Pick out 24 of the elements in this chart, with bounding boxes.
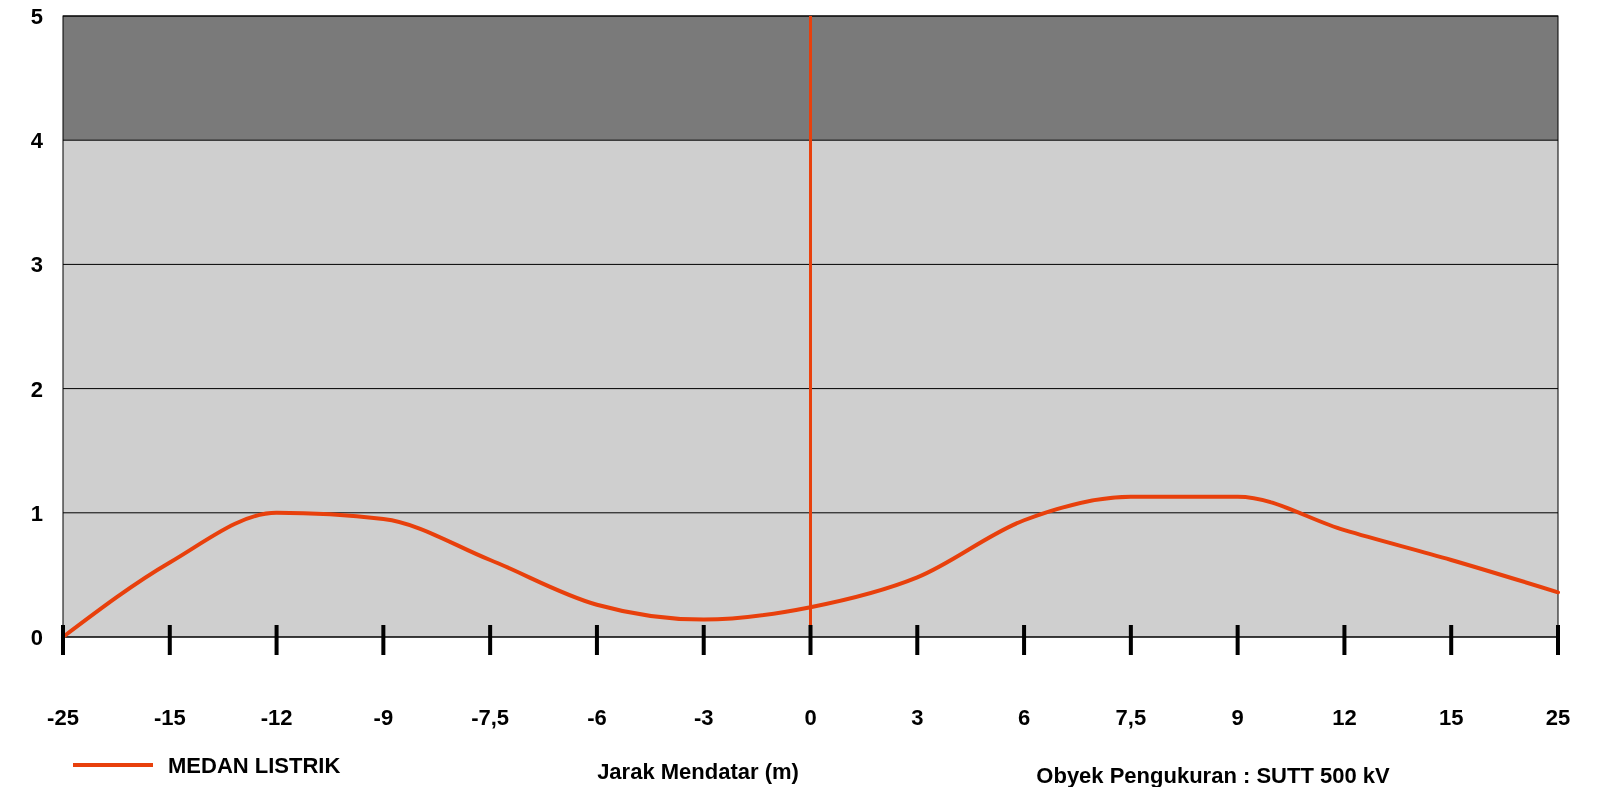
x-axis-title: Jarak Mendatar (m) — [597, 759, 799, 784]
y-tick-label: 1 — [30, 500, 43, 526]
x-tick-label: 3 — [911, 705, 924, 730]
y-tick-label: 0 — [30, 625, 43, 650]
x-tick-label: 15 — [1438, 705, 1464, 730]
x-tick-label: 7,5 — [1115, 705, 1147, 730]
legend-label: MEDAN LISTRIK — [168, 753, 341, 778]
x-tick-label: -9 — [373, 705, 394, 730]
x-tick-label: -6 — [587, 705, 607, 730]
x-tick-label: -7,5 — [471, 705, 510, 730]
x-tick-label: 12 — [1332, 705, 1357, 730]
x-tick-label: -15 — [153, 705, 186, 730]
x-tick-label: -25 — [47, 705, 79, 730]
x-tick-label: 6 — [1017, 705, 1031, 730]
text: Obyek Pengukuran : SUTT 500 kV — [1036, 763, 1390, 788]
x-tick-label: -12 — [260, 705, 293, 730]
x-tick-label: 0 — [804, 705, 817, 730]
x-tick-label: 9 — [1231, 705, 1244, 730]
y-tick-label: 5 — [30, 4, 43, 29]
y-tick-label: 2 — [30, 376, 43, 402]
x-tick-label: -3 — [693, 705, 714, 730]
y-tick-label: 3 — [30, 252, 43, 278]
y-tick-label: 4 — [30, 128, 44, 154]
x-tick-label: 25 — [1545, 705, 1571, 730]
